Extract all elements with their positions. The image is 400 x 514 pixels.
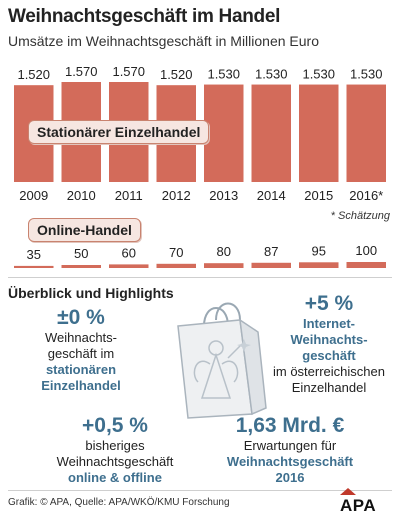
online-bar bbox=[14, 265, 54, 268]
online-bar bbox=[346, 262, 386, 268]
stationary-value-label: 1.520 bbox=[160, 67, 193, 82]
highlight-emphasis: online & offline bbox=[68, 470, 162, 485]
highlight-value: ±0 % bbox=[57, 306, 105, 329]
online-value-label: 50 bbox=[74, 246, 88, 261]
highlight-expectation: 1,63 Mrd. € Erwartungen für Weihnachtsge… bbox=[208, 414, 372, 486]
stationary-value-label: 1.570 bbox=[65, 64, 98, 79]
year-label: 2012 bbox=[162, 188, 191, 203]
highlight-text: Erwartungen für bbox=[243, 438, 337, 453]
highlight-value: +5 % bbox=[304, 292, 354, 315]
highlight-emphasis: Weihnachts- bbox=[290, 332, 368, 347]
stationary-bar bbox=[251, 84, 291, 182]
online-value-label: 70 bbox=[169, 245, 183, 260]
chart-title: Weihnachtsgeschäft im Handel bbox=[8, 6, 281, 27]
stationary-value-label: 1.530 bbox=[255, 67, 288, 82]
online-bar bbox=[251, 262, 291, 268]
divider bbox=[8, 277, 392, 278]
highlight-text: im österreichischen bbox=[273, 364, 385, 379]
online-value-label: 80 bbox=[217, 244, 231, 259]
online-value-label: 100 bbox=[355, 243, 377, 258]
estimate-footnote: * Schätzung bbox=[330, 210, 390, 222]
apa-logo-icon: APA bbox=[340, 488, 376, 513]
highlight-value: +0,5 % bbox=[82, 414, 148, 437]
stationary-value-label: 1.530 bbox=[302, 67, 335, 82]
highlights-title: Überblick und Highlights bbox=[8, 285, 174, 301]
stationary-value-label: 1.570 bbox=[112, 64, 145, 79]
year-label: 2014 bbox=[257, 188, 286, 203]
chart-subtitle: Umsätze im Weihnachtsgeschäft in Million… bbox=[8, 33, 319, 49]
highlight-text: geschäft im bbox=[47, 346, 115, 361]
highlight-value: 1,63 Mrd. € bbox=[235, 414, 345, 437]
year-label: 2015 bbox=[304, 188, 333, 203]
highlight-emphasis: Internet- bbox=[303, 316, 355, 331]
shopping-bag-angel-icon bbox=[158, 290, 274, 420]
stationary-bar bbox=[299, 84, 339, 182]
highlight-stationary: ±0 % Weihnachts- geschäft im stationären… bbox=[14, 306, 148, 394]
stationary-value-label: 1.530 bbox=[350, 67, 383, 82]
highlight-total: +0,5 % bisheriges Weihnachtsgeschäft onl… bbox=[40, 414, 190, 486]
highlight-text: bisheriges bbox=[85, 438, 145, 453]
year-label: 2010 bbox=[67, 188, 96, 203]
online-retail-label: Online-Handel bbox=[28, 218, 141, 242]
highlight-emphasis: geschäft bbox=[302, 348, 356, 363]
stationary-bar bbox=[204, 84, 244, 182]
stationary-value-label: 1.520 bbox=[17, 67, 50, 82]
online-bar bbox=[299, 262, 339, 268]
online-bar bbox=[204, 263, 244, 268]
stationary-retail-label: Stationärer Einzelhandel bbox=[28, 120, 210, 144]
highlight-emphasis: Einzelhandel bbox=[41, 378, 121, 393]
highlight-emphasis: 2016 bbox=[275, 470, 305, 485]
online-value-label: 60 bbox=[122, 245, 136, 260]
highlight-online: +5 % Internet- Weihnachts- geschäft im ö… bbox=[262, 292, 396, 396]
online-value-label: 35 bbox=[27, 247, 41, 262]
highlight-emphasis: stationären bbox=[45, 362, 117, 377]
highlight-text: Weihnachtsgeschäft bbox=[56, 454, 174, 469]
online-value-label: 95 bbox=[312, 243, 326, 258]
logo-text: APA bbox=[340, 496, 376, 513]
footer-divider bbox=[8, 490, 392, 491]
source-credit: Grafik: © APA, Quelle: APA/WKÖ/KMU Forsc… bbox=[8, 497, 230, 508]
year-label: 2011 bbox=[115, 188, 143, 203]
highlight-text: Weihnachts- bbox=[44, 330, 117, 345]
year-label: 2009 bbox=[19, 188, 48, 203]
year-label: 2016* bbox=[349, 188, 383, 203]
online-value-label: 87 bbox=[264, 244, 278, 259]
online-bar bbox=[109, 264, 149, 268]
stationary-value-label: 1.530 bbox=[207, 67, 240, 82]
stationary-bar bbox=[346, 84, 386, 182]
year-label: 2013 bbox=[209, 188, 238, 203]
online-bar bbox=[156, 263, 196, 268]
highlight-text: Einzelhandel bbox=[291, 380, 367, 395]
online-bar bbox=[61, 265, 101, 268]
highlight-emphasis: Weihnachtsgeschäft bbox=[226, 454, 354, 469]
